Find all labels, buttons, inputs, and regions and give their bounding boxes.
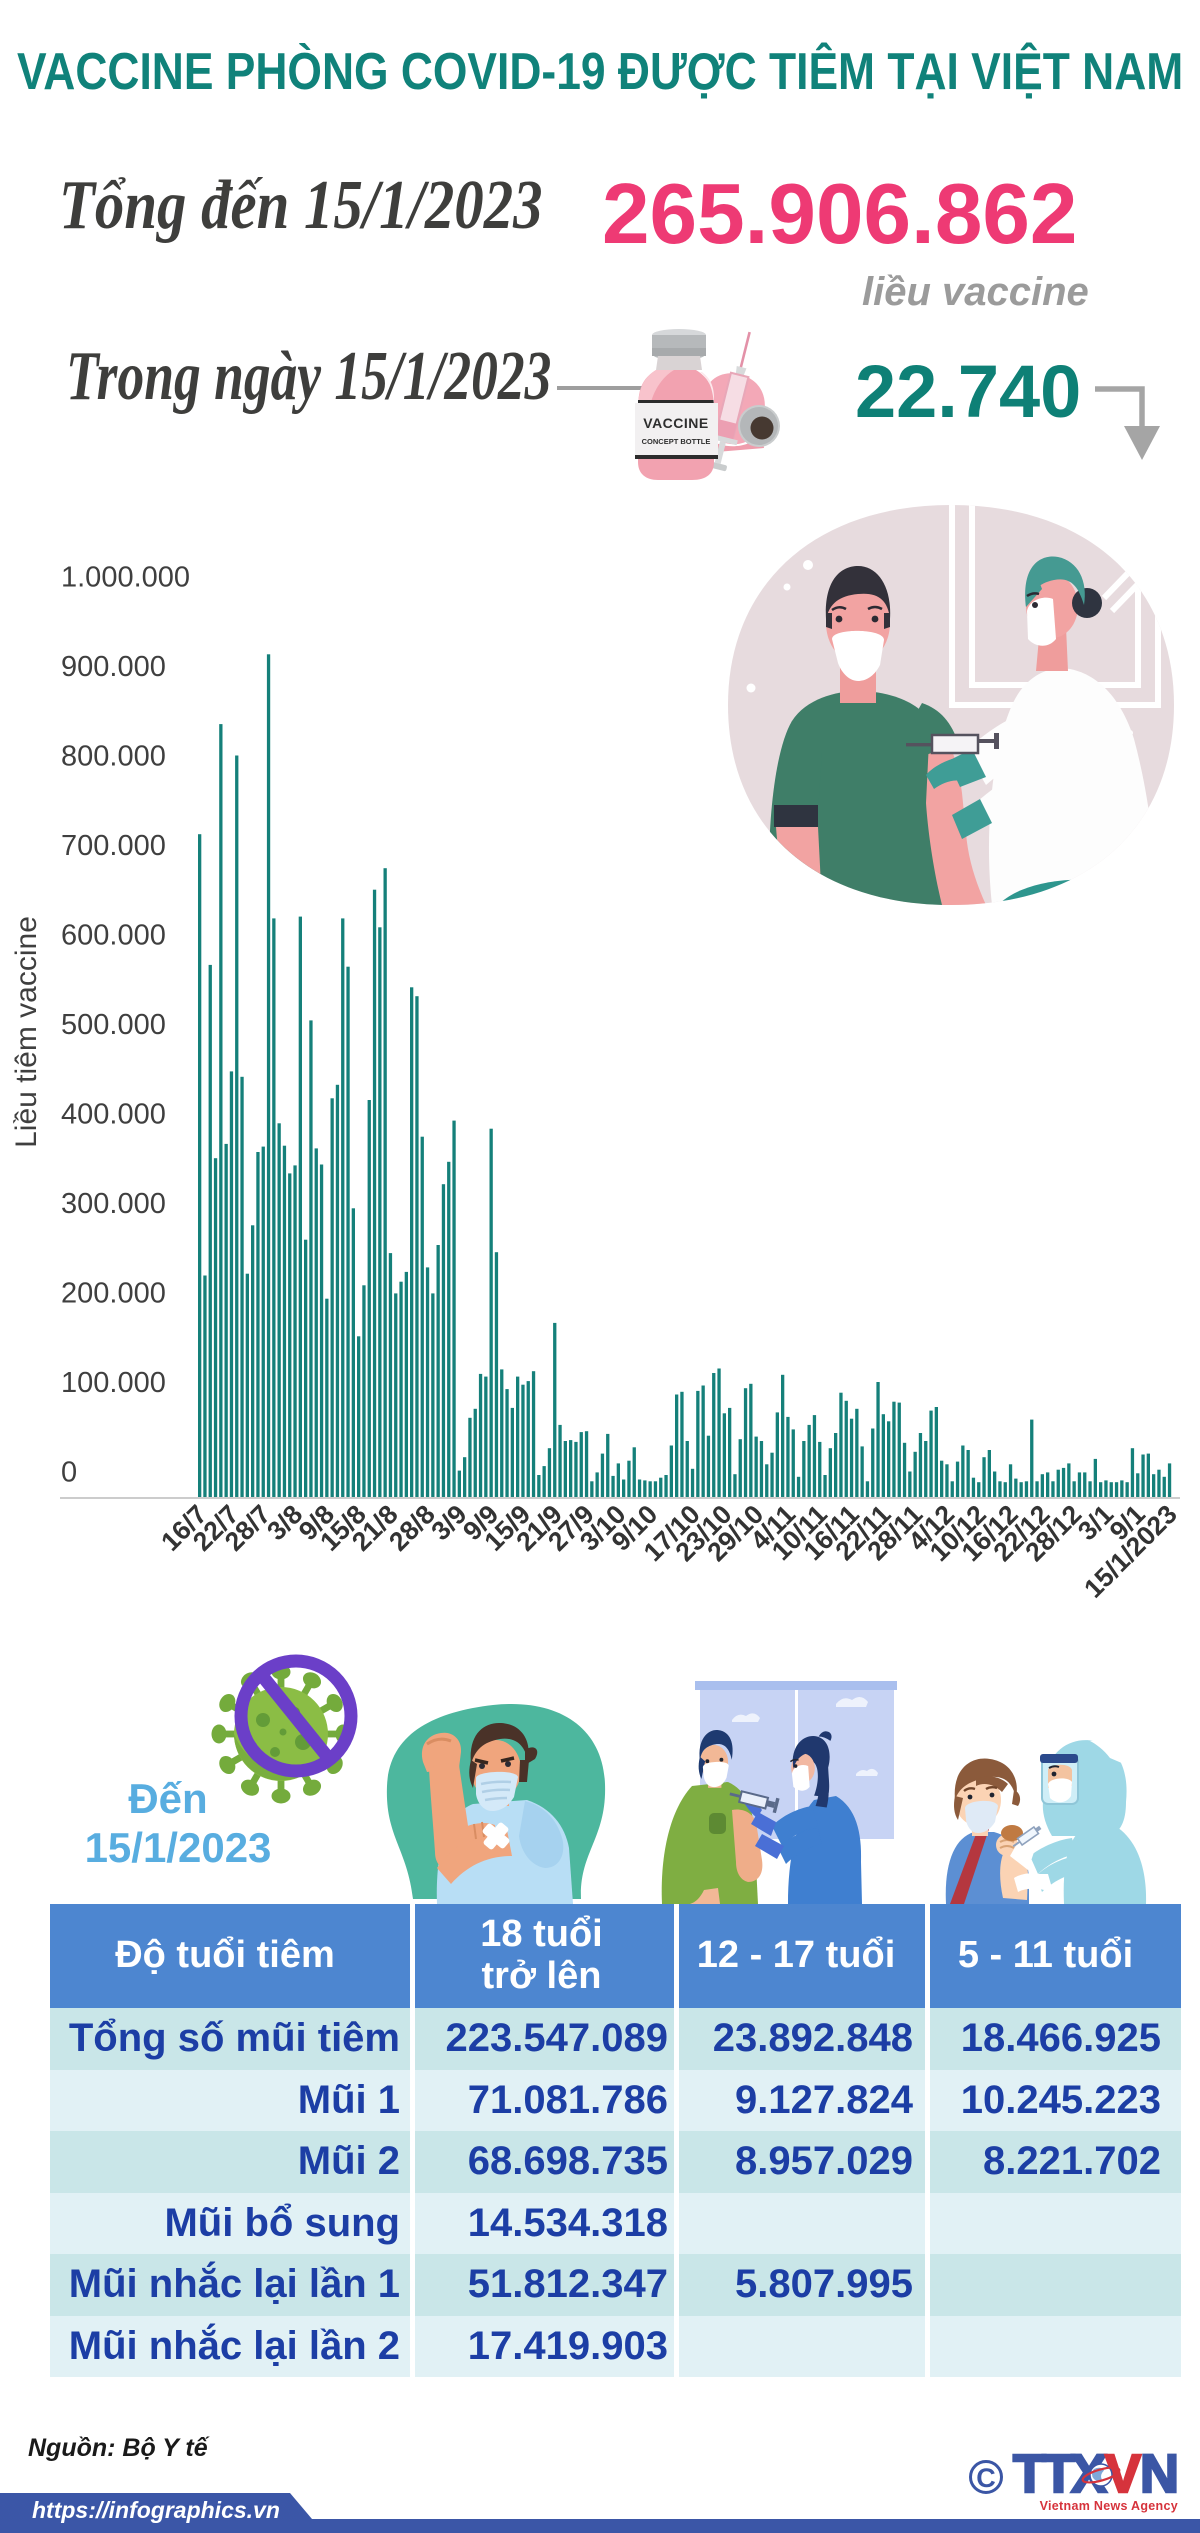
svg-text:N: N (1140, 2444, 1179, 2504)
svg-text:Liều tiêm vaccine: Liều tiêm vaccine (10, 916, 43, 1148)
svg-text:VACCINE: VACCINE (643, 415, 708, 431)
svg-text:C: C (976, 2463, 996, 2493)
svg-text:700.000: 700.000 (61, 830, 166, 862)
svg-text:200.000: 200.000 (61, 1278, 166, 1310)
svg-text:900.000: 900.000 (61, 651, 166, 683)
svg-text:1.000.000: 1.000.000 (61, 562, 190, 594)
svg-text:500.000: 500.000 (61, 1009, 166, 1041)
svg-text:100.000: 100.000 (61, 1367, 166, 1399)
svg-text:800.000: 800.000 (61, 741, 166, 773)
svg-text:CONCEPT BOTTLE: CONCEPT BOTTLE (642, 437, 711, 446)
svg-text:Vietnam News Agency: Vietnam News Agency (1040, 2499, 1178, 2513)
svg-text:0: 0 (61, 1457, 77, 1489)
svg-text:300.000: 300.000 (61, 1188, 166, 1220)
svg-text:600.000: 600.000 (61, 920, 166, 952)
svg-text:400.000: 400.000 (61, 1099, 166, 1131)
